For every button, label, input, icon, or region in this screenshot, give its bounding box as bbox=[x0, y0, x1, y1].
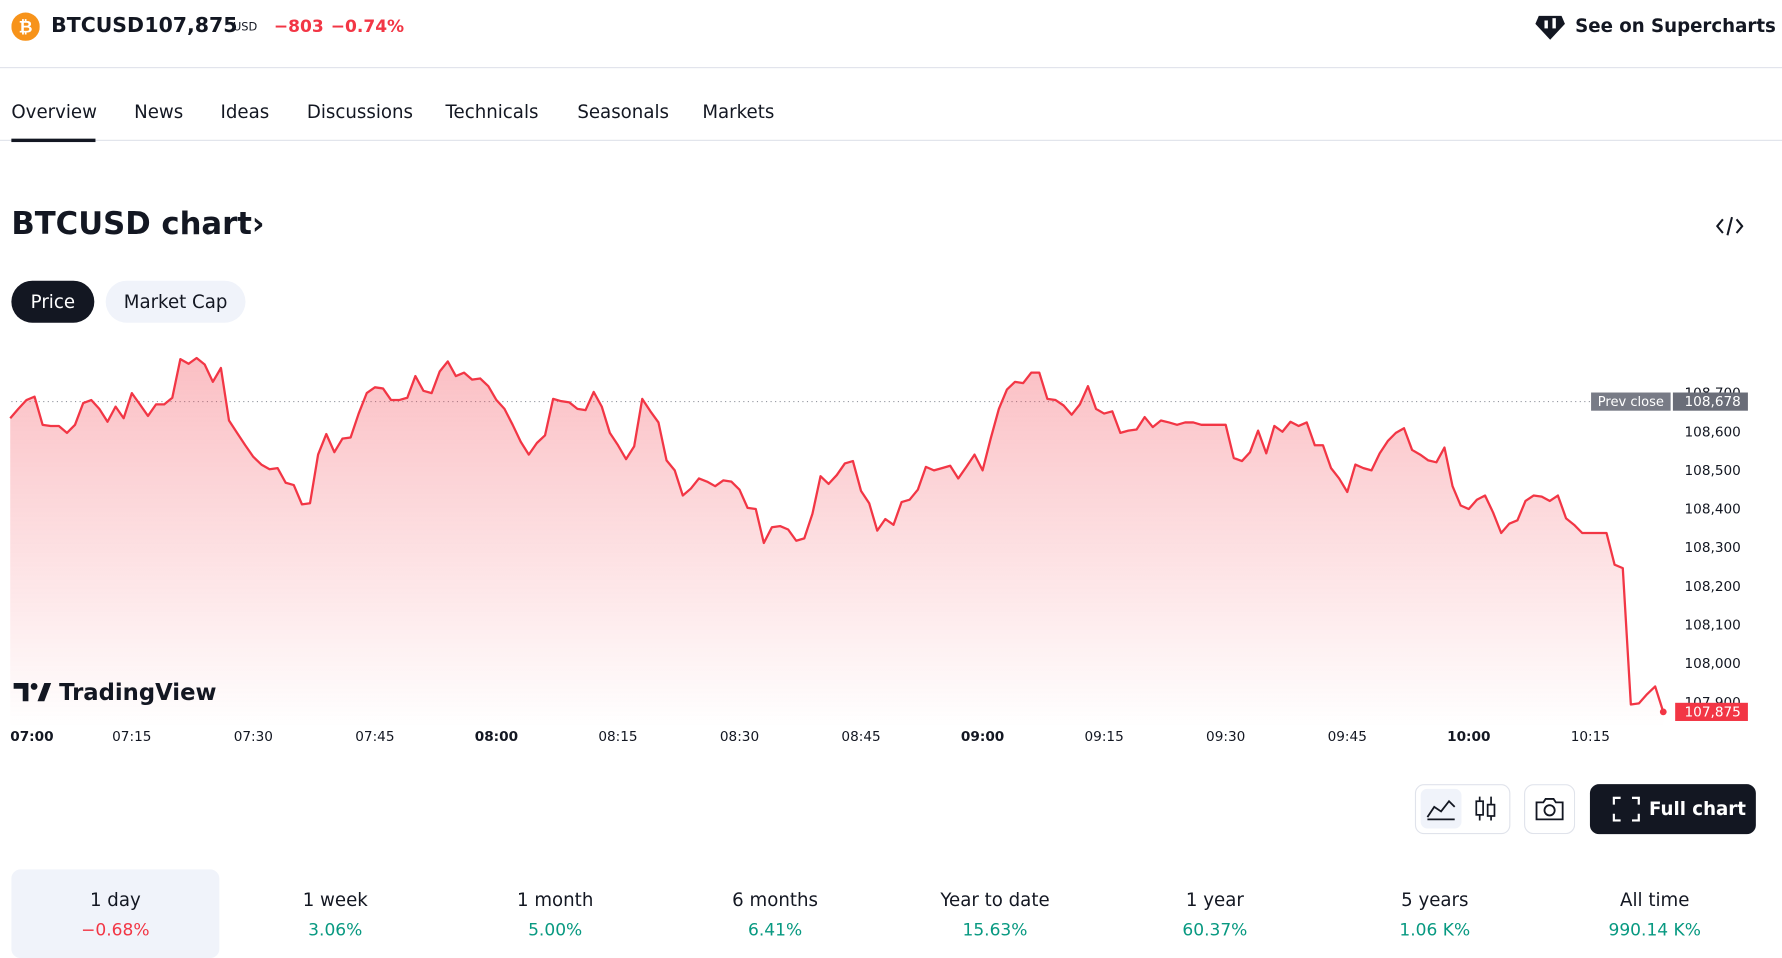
x-tick-label: 09:15 bbox=[1085, 729, 1124, 745]
x-tick-label: 09:30 bbox=[1206, 729, 1245, 745]
x-tick-label: 07:30 bbox=[234, 729, 273, 745]
period-label: 1 month bbox=[516, 888, 594, 911]
prev-close-tag bbox=[1591, 392, 1671, 411]
full-chart-button[interactable]: Full chart bbox=[1589, 784, 1756, 835]
price-line bbox=[9, 356, 1665, 713]
x-tick-label: 08:30 bbox=[720, 729, 759, 745]
period-cell[interactable]: 6 months 6.41% bbox=[671, 869, 879, 958]
x-tick-label: 08:45 bbox=[841, 729, 880, 745]
y-tick-label: 108,100 bbox=[1685, 617, 1741, 633]
y-tick-label: 108,200 bbox=[1685, 579, 1741, 595]
chart-heading[interactable]: BTCUSD chart› bbox=[11, 207, 264, 242]
x-tick-label: 09:00 bbox=[961, 729, 1004, 745]
price: 107,875 bbox=[144, 13, 238, 38]
period-cell[interactable]: 1 week 3.06% bbox=[231, 869, 439, 958]
change: −803 bbox=[273, 15, 324, 37]
period-cell[interactable]: 1 month 5.00% bbox=[451, 869, 659, 958]
period-cell[interactable]: Year to date 15.63% bbox=[891, 869, 1099, 958]
y-tick-label: 108,600 bbox=[1685, 424, 1741, 440]
embed-icon[interactable] bbox=[1716, 215, 1744, 238]
currency: USD bbox=[232, 21, 258, 35]
change-pct: −0.74% bbox=[330, 15, 405, 37]
prev-close-label: Prev close bbox=[1598, 395, 1664, 410]
period-change: 5.00% bbox=[528, 919, 583, 940]
tab[interactable]: Technicals bbox=[445, 101, 539, 123]
bitcoin-logo: ₿ bbox=[11, 12, 40, 41]
period-label: Year to date bbox=[940, 888, 1050, 911]
logo-text: TradingView bbox=[59, 680, 216, 706]
prev-close-value: 108,678 bbox=[1685, 394, 1741, 410]
tab[interactable]: Ideas bbox=[220, 101, 270, 123]
chevron: › bbox=[251, 206, 265, 243]
period-label: 1 week bbox=[302, 888, 368, 911]
period-change: 1.06 K% bbox=[1399, 919, 1471, 940]
toggle-price[interactable]: Price bbox=[11, 280, 95, 323]
tab[interactable]: Overview bbox=[11, 101, 97, 123]
symbol: BTCUSD bbox=[51, 13, 145, 38]
x-tick-label: 08:00 bbox=[475, 729, 518, 745]
tab[interactable]: Seasonals bbox=[577, 101, 669, 123]
period-cell[interactable]: All time 990.14 K% bbox=[1551, 869, 1759, 958]
svg-text:₿: ₿ bbox=[19, 17, 33, 37]
toggle-market-cap[interactable]: Market Cap bbox=[105, 280, 246, 323]
area-fill bbox=[10, 357, 1664, 728]
fullscreen-icon bbox=[1612, 796, 1640, 822]
period-label: All time bbox=[1619, 888, 1690, 911]
chart: TradingView 107,900108,000108,100108,200… bbox=[9, 356, 1748, 745]
y-tick-label: 108,500 bbox=[1685, 463, 1741, 479]
period-cell[interactable]: 5 years 1.06 K% bbox=[1331, 869, 1539, 958]
x-tick-label: 09:45 bbox=[1328, 729, 1367, 745]
period-cell[interactable]: 1 year 60.37% bbox=[1111, 869, 1319, 958]
x-tick-label: 07:00 bbox=[10, 729, 53, 745]
tab[interactable]: News bbox=[134, 101, 184, 123]
y-tick-label: 108,000 bbox=[1685, 656, 1741, 672]
last-price-tag bbox=[1675, 702, 1748, 721]
y-tick-label: 108,300 bbox=[1685, 540, 1741, 556]
tabs-divider bbox=[0, 139, 1782, 141]
x-tick-label: 08:15 bbox=[598, 729, 637, 745]
prev-close-value-tag bbox=[1672, 392, 1748, 411]
y-tick-label: 108,400 bbox=[1685, 502, 1741, 518]
period-change: 60.37% bbox=[1182, 919, 1248, 940]
tab-underline bbox=[11, 138, 96, 143]
tab[interactable]: Markets bbox=[702, 101, 775, 123]
x-tick-label: 07:45 bbox=[355, 729, 394, 745]
line-style-button[interactable] bbox=[1420, 788, 1462, 829]
supercharts-link[interactable]: See on Supercharts bbox=[1575, 14, 1776, 37]
period-change: −0.68% bbox=[81, 919, 150, 940]
supercharts-icon[interactable] bbox=[1534, 13, 1566, 43]
period-label: 5 years bbox=[1401, 888, 1469, 911]
period-change: 6.41% bbox=[747, 919, 803, 940]
period-label: 1 year bbox=[1185, 888, 1244, 911]
period-change: 990.14 K% bbox=[1608, 919, 1701, 940]
candle-style-button[interactable] bbox=[1466, 789, 1505, 829]
chart-heading-text: BTCUSD chart bbox=[11, 206, 252, 243]
last-price-label: 107,875 bbox=[1685, 704, 1741, 720]
tradingview-logo: TradingView bbox=[13, 680, 216, 706]
period-label: 1 day bbox=[89, 888, 141, 911]
period-change: 15.63% bbox=[962, 919, 1028, 940]
tab[interactable]: Discussions bbox=[306, 101, 414, 123]
x-tick-label: 10:15 bbox=[1571, 729, 1610, 745]
x-tick-label: 07:15 bbox=[112, 729, 151, 745]
last-point bbox=[1659, 708, 1667, 716]
chart-style-group bbox=[1414, 784, 1511, 835]
header-divider bbox=[0, 67, 1782, 69]
full-chart-label: Full chart bbox=[1649, 797, 1746, 820]
x-tick-label: 10:00 bbox=[1447, 729, 1490, 745]
period-change: 3.06% bbox=[308, 919, 363, 940]
period-label: 6 months bbox=[732, 888, 818, 911]
screenshot-button[interactable] bbox=[1524, 784, 1576, 835]
period-cell[interactable]: 1 day −0.68% bbox=[11, 869, 220, 958]
